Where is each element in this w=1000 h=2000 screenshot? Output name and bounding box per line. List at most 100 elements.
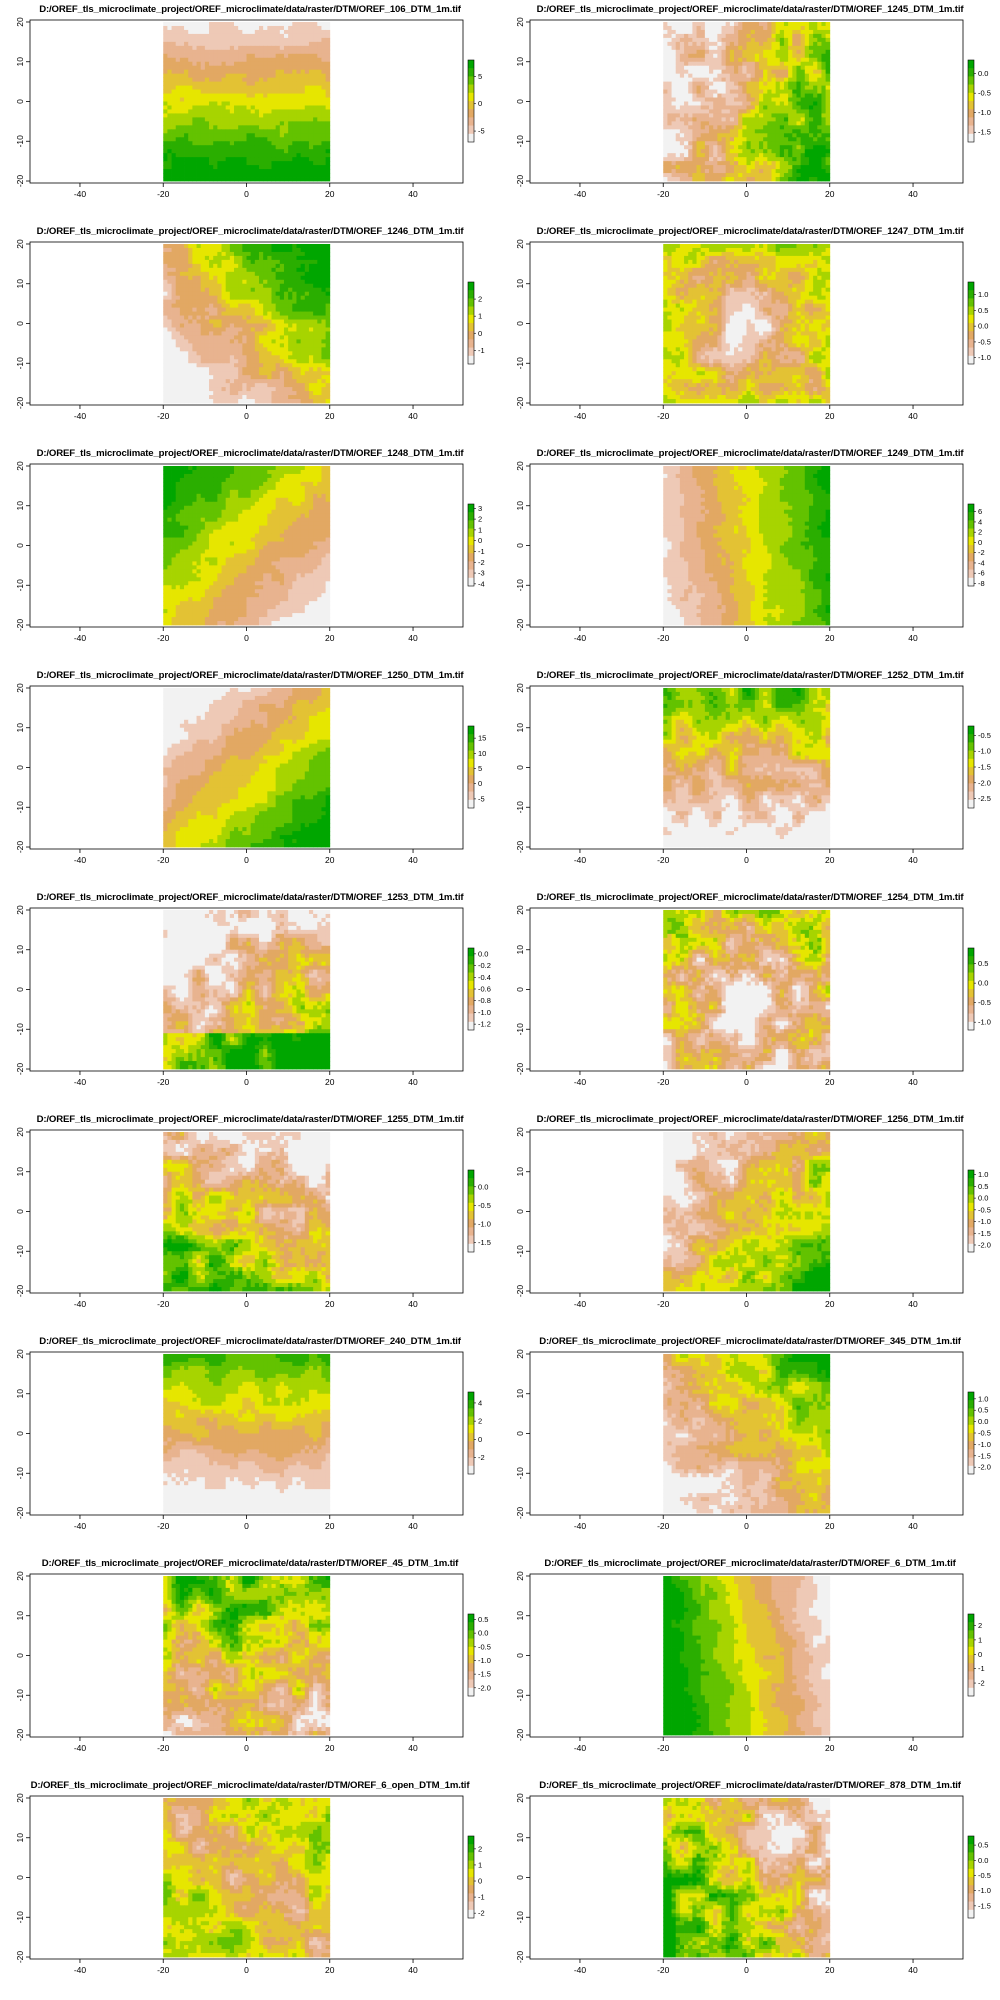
raster-cell [308,125,314,130]
raster-cell [729,49,735,55]
raster-cell [808,149,814,154]
raster-cell [213,271,218,277]
raster-cell [767,53,772,59]
raster-cell [821,29,826,35]
raster-cell [175,351,181,356]
raster-cell [729,165,735,170]
raster-cell [288,255,293,261]
raster-cell [250,53,256,59]
raster-cell [171,375,177,380]
raster-cell [313,121,318,126]
raster-cell [296,61,302,67]
raster-cell [179,359,185,364]
raster-cell [296,371,302,376]
raster-cell [688,125,693,130]
raster-cell [200,65,206,71]
raster-cell [325,319,331,324]
raster-cell [167,255,172,261]
raster-cell [163,85,168,90]
raster-cell [796,37,802,43]
raster-cell [188,279,193,285]
raster-cell [254,319,260,324]
raster-cell [767,117,772,122]
raster-cell [192,73,197,79]
raster-cell [667,157,672,162]
legend-label: -1.5 [978,128,991,137]
raster-cell [250,61,256,67]
raster-cell [171,295,177,301]
raster-cell [167,315,172,320]
raster-cell [804,177,810,182]
legend-swatch [468,133,474,137]
raster-cell [175,323,181,328]
raster-cell [213,299,218,305]
raster-cell [213,37,218,43]
raster-cell [221,141,227,146]
raster-cell [163,113,168,118]
raster-cell [734,49,739,55]
raster-cell [721,97,727,102]
raster-cell [300,161,306,166]
raster-cell [763,109,768,114]
raster-cell [271,367,277,372]
raster-cell [213,251,218,257]
raster-cell [271,117,277,122]
raster-cell [217,371,222,376]
raster-cell [684,153,689,158]
raster-cell [275,29,281,35]
raster-cell [308,291,314,297]
raster-cell [771,121,777,126]
raster-cell [250,295,256,301]
raster-cell [709,85,714,90]
legend-swatch [468,101,474,105]
raster-cell [308,275,314,281]
raster-cell [788,77,793,83]
raster-cell [783,33,789,39]
raster-cell [275,33,281,39]
raster-cell [238,383,243,388]
raster-cell [200,255,206,261]
raster-cell [163,255,168,261]
raster-cell [234,97,239,102]
raster-cell [696,149,702,154]
raster-cell [196,165,202,170]
raster-cell [308,85,314,90]
raster-cell [163,283,168,289]
legend-label: -1 [478,346,485,355]
raster-cell [242,271,247,277]
raster-cell [746,45,752,51]
raster-cell [279,355,285,360]
raster-cell [308,65,314,71]
raster-cell [167,323,172,328]
raster-cell [700,77,706,83]
raster-cell [229,113,235,118]
raster-cell [813,149,818,154]
raster-cell [263,351,268,356]
raster-cell [792,117,797,122]
raster-cell [804,149,810,154]
raster-cell [188,89,193,94]
raster-cell [179,343,185,348]
raster-cell [725,157,731,162]
raster-cell [738,149,743,154]
raster-cell [321,141,326,146]
raster-cell [267,141,272,146]
raster-cell [250,283,256,289]
raster-cell [292,125,297,130]
raster-cell [817,93,822,98]
raster-cell [808,21,814,27]
raster-cell [296,275,302,281]
raster-cell [271,129,277,134]
raster-cell [271,65,277,71]
raster-cell [725,141,731,146]
raster-cell [267,295,272,301]
raster-cell [213,49,218,55]
raster-cell [213,113,218,118]
raster-cell [271,29,277,35]
raster-cell [171,61,177,67]
raster-cell [308,117,314,122]
raster-cell [684,169,689,174]
raster-cell [279,311,285,316]
raster-cell [179,279,185,285]
raster-cell [184,367,189,372]
